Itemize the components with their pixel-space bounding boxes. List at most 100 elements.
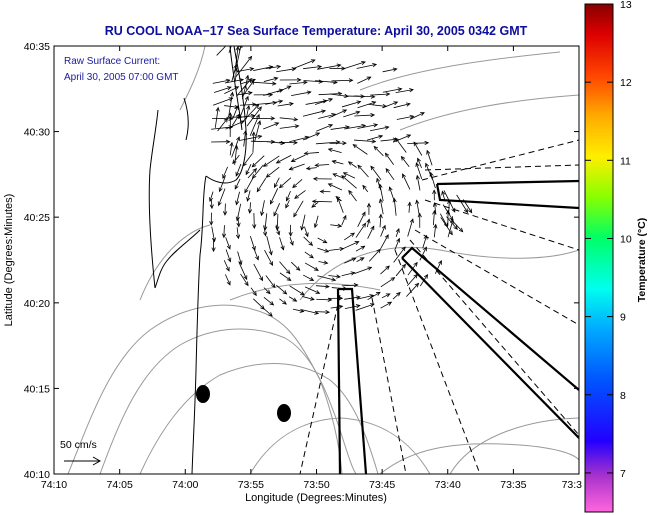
x-tick-label: 73:50 — [303, 479, 329, 491]
current-arrow — [301, 214, 306, 230]
current-arrowhead — [337, 223, 343, 228]
current-arrowhead — [228, 97, 234, 102]
current-arrow — [224, 86, 239, 94]
current-arrowhead — [414, 282, 420, 288]
current-arrowhead — [371, 101, 377, 106]
current-arrowhead — [339, 246, 345, 252]
current-arrowhead — [370, 113, 376, 118]
current-arrow — [328, 275, 341, 278]
current-arrowhead — [290, 158, 296, 162]
current-arrow — [355, 303, 375, 311]
current-arrow — [217, 118, 228, 132]
current-arrowhead — [463, 208, 469, 214]
current-arrowhead — [413, 273, 418, 279]
current-arrow — [331, 287, 347, 290]
current-arrow — [302, 110, 326, 117]
current-arrow — [279, 117, 298, 121]
current-arrowhead — [424, 140, 430, 146]
current-arrow — [393, 103, 411, 109]
current-arrow — [315, 311, 330, 313]
current-arrow — [450, 219, 463, 232]
buoy-marker-2 — [277, 404, 291, 422]
y-tick-label: 40:25 — [24, 212, 50, 224]
current-arrowhead — [245, 74, 250, 80]
colorbar-label: Temperature (°C) — [636, 218, 648, 303]
current-arrowhead — [347, 161, 353, 166]
current-arrow — [231, 64, 237, 82]
y-tick-label: 40:20 — [24, 298, 50, 310]
current-arrow — [392, 292, 401, 300]
current-arrow — [380, 225, 386, 237]
current-arrow — [408, 202, 411, 213]
current-arrow — [253, 298, 265, 310]
current-arrow — [225, 249, 231, 262]
current-arrow — [247, 168, 257, 179]
current-arrowhead — [209, 204, 214, 210]
current-arrowhead — [235, 46, 240, 51]
current-arrow — [315, 80, 337, 83]
current-arrow — [254, 120, 261, 143]
current-arrow — [266, 141, 285, 144]
current-arrowhead — [251, 162, 257, 168]
current-arrow — [393, 198, 397, 216]
current-arrowhead — [246, 197, 251, 202]
current-arrowhead — [342, 141, 347, 146]
current-arrow — [318, 113, 336, 119]
current-arrow — [252, 132, 255, 153]
current-arrowhead — [426, 149, 431, 155]
current-arrowhead — [378, 183, 383, 189]
current-arrow — [224, 105, 239, 108]
current-arrowhead — [405, 102, 411, 107]
current-arrow — [253, 263, 263, 281]
current-arrowhead — [390, 277, 396, 282]
current-arrowhead — [453, 225, 458, 230]
current-arrowhead — [234, 67, 239, 73]
current-arrowhead — [211, 247, 216, 253]
current-arrowhead — [289, 102, 294, 107]
current-arrowhead — [432, 209, 437, 215]
current-arrowhead — [325, 309, 331, 315]
current-arrow — [328, 109, 347, 119]
current-arrowhead — [370, 165, 375, 171]
current-arrow — [225, 274, 231, 286]
current-arrow — [344, 296, 361, 300]
current-arrowhead — [350, 271, 356, 276]
current-arrow — [344, 305, 360, 310]
current-arrowhead — [244, 38, 247, 42]
current-arrow — [239, 135, 262, 141]
current-arrowhead — [296, 77, 302, 82]
current-arrow — [304, 251, 314, 259]
current-arrowhead — [236, 222, 241, 228]
current-arrowhead — [247, 77, 252, 83]
current-arrowhead — [396, 291, 401, 297]
current-arrowhead — [294, 194, 299, 199]
current-arrowhead — [353, 283, 359, 288]
current-arrow — [228, 92, 233, 118]
current-arrowhead — [278, 183, 284, 189]
current-arrowhead — [257, 106, 262, 111]
current-arrowhead — [443, 222, 448, 228]
current-arrowhead — [352, 144, 358, 149]
current-arrowhead — [328, 97, 334, 102]
current-arrow — [292, 179, 303, 188]
current-arrow — [328, 248, 344, 251]
current-arrow — [228, 46, 232, 54]
current-arrowhead — [409, 114, 415, 119]
current-arrow — [238, 262, 248, 280]
current-arrowhead — [286, 85, 292, 90]
current-arrowhead — [332, 173, 338, 178]
current-arrowhead — [255, 113, 260, 119]
current-arrow — [380, 138, 397, 142]
current-arrowhead — [361, 222, 367, 228]
current-arrowhead — [222, 174, 227, 179]
current-arrowhead — [222, 211, 228, 216]
current-arrowhead — [288, 166, 294, 171]
bathymetry-contours — [67, 46, 579, 474]
current-arrowhead — [323, 260, 329, 265]
current-arrowhead — [406, 134, 412, 139]
current-arrowhead — [415, 199, 420, 205]
current-arrowhead — [371, 139, 377, 144]
current-arrow — [395, 137, 407, 153]
current-arrow — [380, 234, 389, 250]
current-arrow — [443, 190, 456, 213]
